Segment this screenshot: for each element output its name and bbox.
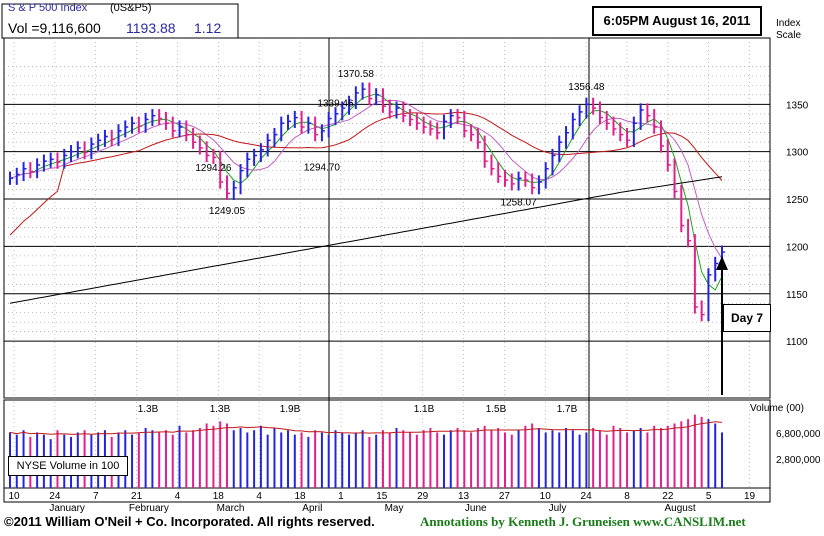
x-tick-label: 10 <box>8 491 20 502</box>
volume-peak-label: 1.3B <box>138 404 159 415</box>
day-7-arrowhead <box>716 256 728 270</box>
x-tick-label: 24 <box>581 491 593 502</box>
price-annotation: 1249.05 <box>209 206 246 217</box>
last-price: 1193.88 <box>126 20 176 36</box>
ma-50-line <box>9 111 723 236</box>
x-tick-label: 1 <box>338 491 344 502</box>
x-tick-label: 22 <box>662 491 674 502</box>
scale-label-2: Scale <box>776 30 802 41</box>
volume-legend: NYSE Volume in 100 <box>8 456 128 476</box>
y-tick-label: 1150 <box>786 290 808 301</box>
volume-tick-label: 6,800,000 <box>776 429 821 440</box>
price-annotation: 1258.07 <box>500 197 537 208</box>
volume-bars <box>9 414 723 488</box>
month-label: March <box>217 503 245 514</box>
x-tick-label: 8 <box>624 491 630 502</box>
x-tick-label: 15 <box>376 491 388 502</box>
price-panel-frame <box>3 37 771 399</box>
month-label: May <box>385 503 404 514</box>
x-tick-label: 5 <box>706 491 712 502</box>
chart-grid <box>1 3 771 503</box>
scale-label-1: Index <box>776 18 801 29</box>
copyright-text: ©2011 William O'Neil + Co. Incorporated.… <box>4 514 375 529</box>
index-name: S & P 500 Index <box>8 2 88 14</box>
chart-labels: 1350 1300 1250 1200 1150 1100 10 24 7 21 4 18 4 18 1 15… <box>8 69 820 514</box>
x-tick-label: 21 <box>131 491 143 502</box>
header-frame <box>1 3 239 39</box>
price-annotation: 1339.46 <box>317 98 354 109</box>
ma-10-line <box>9 93 723 291</box>
x-tick-label: 7 <box>93 491 99 502</box>
price-annotation: 1356.48 <box>568 82 605 93</box>
x-tick-label: 18 <box>213 491 225 502</box>
month-label: June <box>465 503 487 514</box>
month-label: July <box>549 503 567 514</box>
y-tick-label: 1250 <box>786 195 809 206</box>
price-change: 1.12 <box>194 20 222 36</box>
volume-peak-label: 1.1B <box>414 404 435 415</box>
annotations-credit: Annotations by Kenneth J. Gruneisen www.… <box>420 514 746 529</box>
volume-average-line <box>9 421 723 435</box>
timestamp: 6:05PM August 16, 2011 <box>592 6 762 36</box>
y-tick-label: 1350 <box>786 100 809 111</box>
x-tick-label: 18 <box>294 491 306 502</box>
day-7-annotation: Day 7 <box>723 304 771 332</box>
volume-peak-label: 1.9B <box>280 404 301 415</box>
x-tick-label: 4 <box>256 491 262 502</box>
volume-peak-label: 1.5B <box>486 404 507 415</box>
month-label: January <box>49 503 85 514</box>
x-tick-label: 27 <box>499 491 511 502</box>
ma-200-line <box>9 176 723 304</box>
month-label: August <box>665 503 696 514</box>
y-tick-label: 1300 <box>786 148 809 159</box>
x-tick-label: 10 <box>540 491 552 502</box>
x-tick-label: 4 <box>175 491 181 502</box>
volume-peak-label: 1.3B <box>210 404 231 415</box>
volume-tick-label: 2,800,000 <box>776 455 821 466</box>
ma-21-line <box>9 100 723 259</box>
y-tick-label: 1100 <box>786 337 808 348</box>
volume-panel-title: Volume (00) <box>750 403 804 414</box>
volume-label: Vol =9,116,600 <box>8 20 101 36</box>
moving-averages <box>9 93 723 304</box>
month-label: February <box>129 503 169 514</box>
x-tick-label: 13 <box>458 491 470 502</box>
month-label: April <box>302 503 322 514</box>
date-axis-frame <box>3 487 771 503</box>
price-annotation: 1294.26 <box>195 163 232 174</box>
x-tick-label: 19 <box>744 491 756 502</box>
price-annotation: 1370.58 <box>338 69 375 80</box>
y-tick-label: 1200 <box>786 242 809 253</box>
x-tick-label: 24 <box>49 491 61 502</box>
x-tick-label: 29 <box>417 491 429 502</box>
price-annotation: 1294.70 <box>304 163 341 174</box>
volume-peak-label: 1.7B <box>557 404 578 415</box>
index-symbol: (0S&P5) <box>110 2 152 14</box>
price-bars <box>9 82 725 322</box>
